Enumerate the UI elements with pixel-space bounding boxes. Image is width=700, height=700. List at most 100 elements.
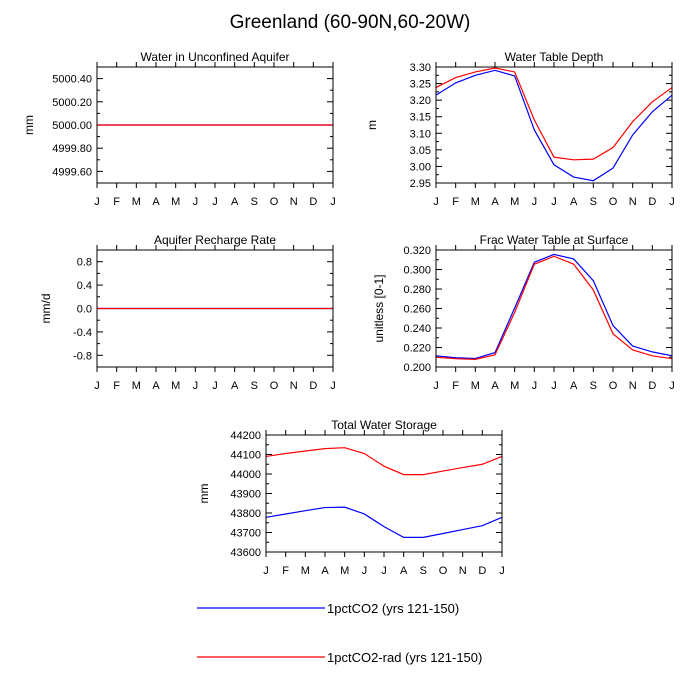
x-tick-label: A: [321, 565, 329, 577]
plot-frame: [435, 66, 673, 184]
chart-title: Water Table Depth: [505, 50, 604, 64]
plot-frame: [435, 249, 673, 368]
y-tick-label: 3.00: [410, 161, 431, 173]
x-tick-label: O: [270, 380, 279, 392]
y-axis-label: unitless [0-1]: [372, 274, 386, 342]
x-tick-label: M: [132, 380, 141, 392]
x-tick-label: A: [231, 380, 239, 392]
y-tick-label: 0.200: [403, 362, 431, 374]
y-tick-label: 44000: [230, 469, 261, 481]
x-tick-label: N: [629, 380, 637, 392]
x-tick-label: J: [330, 380, 336, 392]
y-tick-label: 0.320: [403, 245, 431, 257]
y-tick-label: 0.220: [403, 343, 431, 355]
x-tick-label: F: [113, 380, 120, 392]
series-line-1pctco2-rad: [435, 67, 673, 161]
y-tick-label: 5000.40: [52, 74, 92, 86]
chart-title: Frac Water Table at Surface: [480, 233, 629, 247]
chart-panel-3: Aquifer Recharge Rate mm/d -0.8 -0.4 0.0 0.4 0…: [39, 233, 336, 392]
x-tick-label: M: [340, 565, 349, 577]
y-tick-label: 0.260: [403, 304, 431, 316]
legend: 1pctCO2 (yrs 121-150) 1pctCO2-rad (yrs 12…: [197, 601, 482, 665]
x-tick-label: S: [590, 380, 597, 392]
plot-frame: [265, 434, 503, 553]
x-tick-label: D: [309, 196, 317, 208]
x-tick-label: J: [193, 196, 199, 208]
y-tick-label: 0.300: [403, 265, 431, 277]
series-line-1pctco2: [265, 506, 503, 538]
x-tick-label: F: [452, 380, 459, 392]
chart-title: Aquifer Recharge Rate: [154, 233, 276, 247]
chart-title: Total Water Storage: [331, 418, 437, 432]
series-line-1pctco2: [435, 253, 673, 360]
x-tick-label: J: [551, 196, 557, 208]
x-tick-label: M: [471, 196, 480, 208]
x-tick-label: M: [171, 380, 180, 392]
x-tick-label: J: [669, 380, 675, 392]
chart-title: Water in Unconfined Aquifer: [141, 50, 290, 64]
y-tick-label: 4999.80: [52, 143, 92, 155]
x-tick-label: J: [263, 565, 269, 577]
x-tick-label: A: [152, 380, 160, 392]
series-line-1pctco2-rad: [265, 447, 503, 476]
x-tick-label: J: [212, 380, 218, 392]
x-tick-label: J: [330, 196, 336, 208]
y-tick-label: 43600: [230, 547, 261, 559]
chart-panel-2: Water Table Depth m 2.95 3.00 3.05 3.10 3.15 3.…: [365, 50, 675, 208]
y-tick-label: 3.25: [410, 79, 431, 91]
y-tick-label: 44200: [230, 430, 261, 442]
y-tick-label: 0.8: [77, 257, 92, 269]
x-tick-label: J: [532, 196, 538, 208]
x-tick-label: A: [570, 380, 578, 392]
x-tick-label: O: [439, 565, 448, 577]
x-tick-label: N: [629, 196, 637, 208]
y-tick-label: 3.20: [410, 95, 431, 107]
y-tick-label: 0.280: [403, 284, 431, 296]
x-tick-label: D: [648, 196, 656, 208]
y-tick-label: -0.4: [73, 327, 92, 339]
x-tick-label: M: [132, 196, 141, 208]
x-tick-label: S: [420, 565, 427, 577]
x-tick-label: J: [433, 196, 439, 208]
plot-frame: [96, 66, 334, 184]
legend-label-1: 1pctCO2 (yrs 121-150): [327, 601, 459, 616]
x-tick-label: J: [212, 196, 218, 208]
x-tick-label: A: [152, 196, 160, 208]
x-tick-label: D: [309, 380, 317, 392]
x-tick-label: J: [362, 565, 368, 577]
chart-panel-1: Water in Unconfined Aquifer mm 4999.60 4999…: [22, 50, 336, 208]
y-tick-label: 3.05: [410, 145, 431, 157]
y-tick-label: 3.15: [410, 112, 431, 124]
y-tick-label: 5000.00: [52, 120, 92, 132]
x-tick-label: J: [669, 196, 675, 208]
x-tick-label: N: [290, 380, 298, 392]
x-tick-label: N: [290, 196, 298, 208]
series-line-1pctco2-rad: [435, 255, 673, 360]
chart-panel-4: Frac Water Table at Surface unitless [0-1…: [372, 233, 675, 392]
x-tick-label: F: [452, 196, 459, 208]
x-tick-label: D: [478, 565, 486, 577]
x-tick-label: M: [301, 565, 310, 577]
x-tick-label: S: [251, 196, 258, 208]
x-tick-label: J: [381, 565, 387, 577]
x-tick-label: N: [459, 565, 467, 577]
x-tick-label: D: [648, 380, 656, 392]
y-tick-label: 2.95: [410, 178, 431, 190]
x-tick-label: J: [551, 380, 557, 392]
x-tick-label: J: [94, 380, 100, 392]
y-tick-label: 5000.20: [52, 97, 92, 109]
x-tick-label: F: [113, 196, 120, 208]
x-tick-label: O: [609, 196, 618, 208]
x-tick-label: A: [491, 196, 499, 208]
y-axis-label: mm: [22, 115, 36, 135]
y-tick-label: 44100: [230, 450, 261, 462]
x-tick-label: A: [400, 565, 408, 577]
chart-panel-5: Total Water Storage mm 43600 43700 43800 4390…: [197, 418, 505, 577]
y-tick-label: 0.4: [77, 280, 92, 292]
x-tick-label: F: [282, 565, 289, 577]
x-tick-label: M: [510, 196, 519, 208]
x-tick-label: J: [433, 380, 439, 392]
x-tick-label: J: [532, 380, 538, 392]
x-tick-label: M: [510, 380, 519, 392]
